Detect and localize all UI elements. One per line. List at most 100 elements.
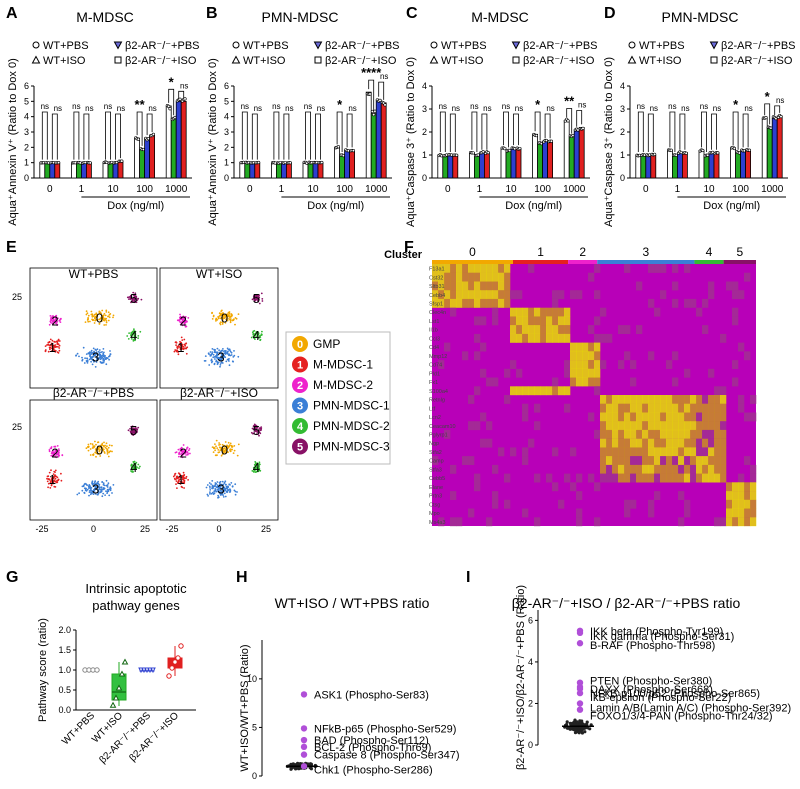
heatmap-cell: [492, 290, 499, 300]
tsne-cell: [180, 316, 183, 319]
bar: [117, 160, 124, 179]
heatmap-cell: [582, 351, 589, 361]
tsne-cell: [180, 342, 183, 344]
tsne-cell: [173, 474, 176, 476]
tsne-cell: [89, 320, 91, 323]
tsne-cell: [216, 360, 219, 363]
tsne-cell: [221, 352, 224, 355]
heatmap-cell: [534, 517, 541, 527]
heatmap-cell: [594, 333, 601, 343]
tsne-cell: [226, 347, 229, 350]
tsne-cell: [213, 351, 216, 354]
tsne-cell: [216, 481, 219, 483]
tsne-cell: [185, 320, 187, 323]
bar: [483, 152, 490, 179]
significance-label: ns: [515, 104, 523, 113]
heatmap-cell: [552, 298, 559, 308]
tsne-cell: [260, 427, 263, 430]
heatmap-cell: [684, 264, 691, 273]
bar: [698, 149, 705, 179]
heatmap-cell: [462, 272, 469, 282]
tsne-cell: [181, 456, 184, 459]
tsne-cell: [253, 294, 256, 296]
legend-marker-square: [512, 56, 520, 64]
heatmap-cell: [702, 473, 709, 483]
heatmap-cell: [480, 290, 487, 300]
tsne-cell: [132, 461, 135, 463]
heatmap-cell: [648, 264, 655, 273]
tsne-cell: [236, 454, 239, 457]
tsne-cell: [95, 313, 98, 316]
x-tick-label: 10: [307, 184, 319, 195]
tsne-cell: [81, 356, 83, 359]
heatmap-cell: [480, 272, 487, 282]
tsne-x-tick: -25: [165, 524, 178, 534]
tsne-cell: [85, 447, 88, 450]
tsne-cell: [131, 432, 134, 435]
tsne-cell: [91, 363, 94, 366]
cluster-legend-label: PMN-MDSC-2: [313, 419, 390, 433]
tsne-cell: [212, 314, 215, 317]
legend-marker-triangle: [429, 55, 439, 64]
tsne-cell: [254, 461, 257, 463]
heatmap-cell: [732, 316, 739, 326]
tsne-cell: [54, 449, 57, 452]
tsne-cell: [214, 443, 216, 445]
tsne-cell: [134, 335, 137, 338]
tsne-cell: [94, 451, 97, 454]
gene-label: Mmp12: [429, 354, 447, 360]
tsne-cell: [255, 294, 257, 297]
tsne-cell: [175, 476, 178, 479]
heatmap-cell: [750, 473, 757, 483]
tsne-cell: [85, 313, 88, 316]
heatmap-cell: [732, 508, 739, 518]
tsne-cell: [50, 469, 52, 472]
bar: [239, 162, 246, 179]
tsne-cell: [52, 451, 55, 454]
tsne-cell: [95, 355, 98, 358]
heatmap-cell: [660, 403, 667, 413]
heatmap-cell: [606, 447, 613, 457]
significance-label: ns: [744, 104, 752, 113]
tsne-cell: [185, 448, 188, 451]
legend-label-wt_iso: WT+ISO: [43, 55, 86, 67]
heatmap-cell: [660, 290, 667, 300]
significance-bracket: [732, 111, 739, 150]
bar: [275, 162, 282, 179]
heatmap-cell: [678, 429, 685, 439]
heatmap-cell: [738, 491, 745, 500]
gene-label: Mpo: [429, 511, 440, 517]
tsne-cell: [226, 490, 229, 492]
y-tick-label: 1: [620, 150, 625, 160]
tsne-cell: [175, 350, 178, 353]
heatmap-cell: [648, 508, 655, 518]
y-tick-label: 0: [422, 173, 427, 183]
heatmap-cell: [654, 264, 661, 273]
heatmap-cell: [714, 438, 721, 448]
tsne-cell: [258, 296, 261, 299]
heatmap-cell: [702, 438, 709, 448]
tsne-cell: [139, 330, 142, 333]
tsne-cell: [61, 454, 64, 457]
heatmap-cell: [714, 473, 721, 483]
heatmap-cell: [636, 473, 643, 483]
heatmap-cell: [732, 482, 739, 492]
gene-label: Ngp: [429, 441, 439, 447]
tsne-cell: [212, 451, 215, 453]
tsne-cell: [56, 343, 59, 345]
tsne-cell: [181, 324, 184, 327]
tsne-cell: [109, 450, 112, 452]
bar: [766, 127, 773, 179]
tsne-cell: [230, 482, 233, 484]
tsne-cell: [206, 484, 209, 486]
heatmap-cell: [708, 290, 715, 300]
tsne-cell: [218, 451, 221, 453]
heatmap-cell: [744, 412, 751, 422]
heatmap-cell: [600, 447, 607, 457]
tsne-cell: [137, 297, 140, 300]
tsne-cell: [58, 344, 61, 347]
tsne-cell: [219, 321, 222, 323]
tsne-cell: [133, 296, 136, 299]
tsne-cell: [230, 448, 233, 451]
heatmap-cell: [738, 499, 745, 509]
